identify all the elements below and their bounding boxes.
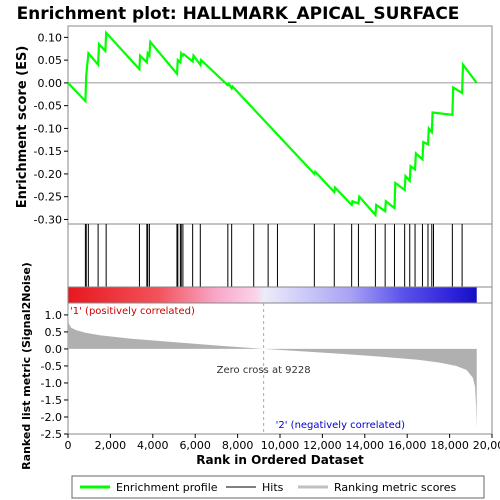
es-y-tick-label: -0.25 [34,191,62,204]
es-y-axis-label: Enrichment score (ES) [15,46,30,209]
metric-y-tick-label: -0.5 [41,360,62,373]
es-y-tick-label: -0.05 [34,100,62,113]
metric-panel: Zero cross at 9228 '1' (positively corre… [20,262,500,470]
metric-y-tick-label: -2.0 [41,411,62,424]
es-y-tick-label: -0.10 [34,122,62,135]
x-tick-label: 4,000 [137,439,169,452]
hit-lines [84,224,463,287]
legend-hits-label: Hits [262,481,284,494]
negative-correlation-label: '2' (negatively correlated) [276,420,405,431]
es-y-tick-label: -0.15 [34,145,62,158]
positive-correlation-label: '1' (positively correlated) [70,306,195,317]
x-tick-label: 0 [65,439,72,452]
metric-x-ticks: 0 2,000 4,000 6,000 8,000 10,000 12,000 14,000 1… [65,434,500,452]
x-tick-label: 8,000 [222,439,254,452]
metric-y-tick-label: -1.5 [41,394,62,407]
x-tick-label: 10,000 [261,439,300,452]
metric-y-tick-label: 1.0 [45,309,63,322]
metric-y-tick-label: -2.5 [41,428,62,441]
x-tick-label: 6,000 [179,439,211,452]
es-y-tick-label: -0.20 [34,168,62,181]
color-bar-rect [68,287,477,303]
hits-panel [67,223,493,288]
x-tick-label: 12,000 [303,439,342,452]
legend-enrichment-label: Enrichment profile [116,481,218,494]
zero-cross-label: Zero cross at 9228 [217,365,311,376]
es-y-tick-label: -0.30 [34,213,62,226]
es-y-tick-label: 0.00 [38,77,63,90]
es-panel: 0.10 0.05 0.00 -0.05 -0.10 -0.15 -0.20 -0.25 -0.… [15,25,493,226]
enrichment-profile-line [67,30,478,218]
x-tick-label: 18,000 [430,439,469,452]
x-axis-label: Rank in Ordered Dataset [196,453,364,467]
x-tick-label: 2,000 [95,439,127,452]
metric-y-tick-label: -1.0 [41,377,62,390]
metric-y-ticks: 1.0 0.5 0.0 -0.5 -1.0 -1.5 -2.0 -2.5 [41,309,68,441]
es-y-ticks: 0.10 0.05 0.00 -0.05 -0.10 -0.15 -0.20 -0.25 -0.… [34,31,68,226]
metric-y-axis-label: Ranked list metric (Signal2Noise) [20,262,33,470]
es-y-tick-label: 0.05 [38,54,63,67]
x-tick-label: 16,000 [388,439,427,452]
legend: Enrichment profile Hits Ranking metric s… [71,475,485,499]
metric-y-tick-label: 0.5 [45,326,63,339]
es-plot-area [67,25,493,225]
metric-y-tick-label: 0.0 [45,343,63,356]
x-tick-label: 14,000 [346,439,385,452]
legend-metric-label: Ranking metric scores [334,481,456,494]
hits-plot-area [67,223,493,288]
x-tick-label: 20,000 [473,439,500,452]
es-y-tick-label: 0.10 [38,31,63,44]
rank-color-bar [67,286,493,304]
legend-box [71,475,485,499]
metric-plot-area [67,302,493,435]
chart-title: Enrichment plot: HALLMARK_APICAL_SURFACE [17,4,460,24]
